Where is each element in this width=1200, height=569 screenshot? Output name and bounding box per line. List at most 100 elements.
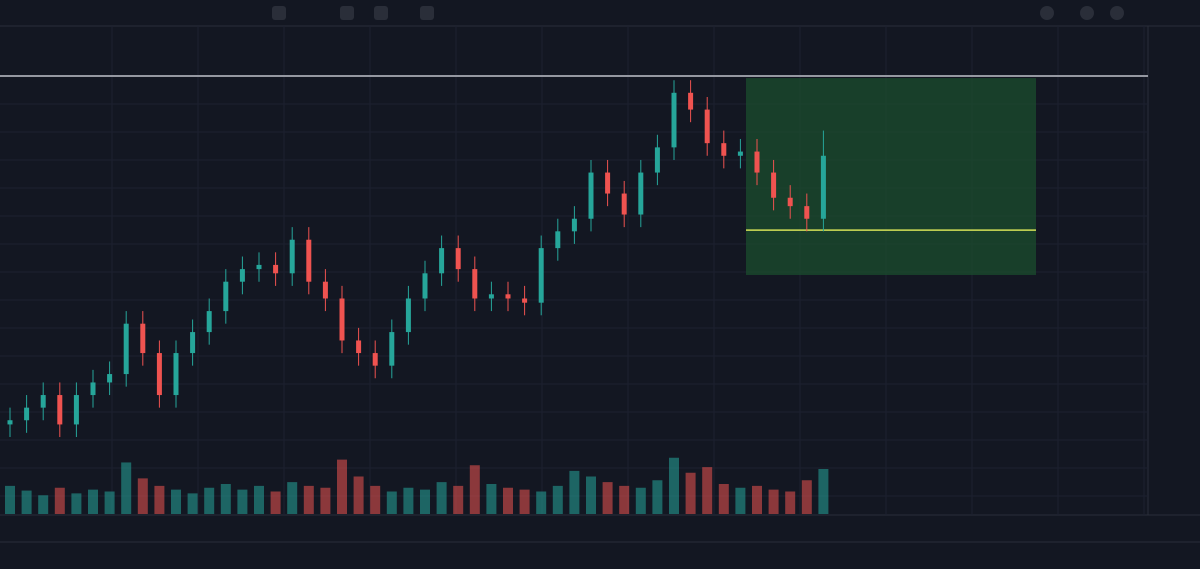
- candle-body: [671, 92, 677, 148]
- candle-body: [73, 395, 79, 425]
- volume-bar: [337, 459, 347, 514]
- volume-bar: [602, 482, 613, 514]
- candle-body: [173, 353, 179, 396]
- candle-body: [820, 155, 826, 219]
- volume-bar: [237, 489, 248, 514]
- candle-body: [223, 281, 229, 312]
- icon[interactable]: [1110, 6, 1124, 20]
- candle-body: [588, 172, 594, 219]
- candle-body: [90, 382, 96, 396]
- volume-bar: [5, 485, 15, 514]
- volume-bar: [586, 476, 596, 514]
- volume-bar: [469, 465, 480, 514]
- candle-body: [488, 294, 494, 299]
- candle-body: [638, 172, 644, 215]
- volume-bar: [702, 467, 713, 514]
- volume-bar: [403, 487, 414, 514]
- volume-bar: [818, 469, 829, 514]
- volume-bar: [386, 491, 397, 514]
- plot: [0, 75, 1148, 514]
- position-zone: [746, 78, 1036, 275]
- volume-bar: [121, 462, 132, 514]
- candle-body: [522, 298, 528, 303]
- volume-bar: [735, 487, 746, 514]
- volume-bar: [503, 487, 513, 514]
- volume-bar: [569, 470, 580, 514]
- volume-bar: [453, 485, 464, 514]
- candle-body: [156, 353, 162, 396]
- volume-bar: [270, 491, 281, 514]
- volume-bar: [320, 487, 331, 514]
- volume-bar: [171, 489, 181, 514]
- volume-bar: [71, 493, 82, 514]
- candle-body: [372, 353, 378, 366]
- volume-bar: [619, 485, 630, 514]
- candle-body: [555, 231, 561, 249]
- candle-body: [256, 264, 262, 270]
- candle-body: [688, 92, 694, 110]
- volume-bar: [287, 482, 298, 514]
- icon[interactable]: [272, 6, 286, 20]
- volume-bar: [187, 493, 198, 514]
- candle-body: [455, 248, 461, 270]
- volume-bar: [519, 489, 530, 514]
- candle-body: [621, 193, 627, 215]
- candle-body: [721, 143, 727, 156]
- volume-bar: [669, 457, 679, 514]
- candle-body: [273, 264, 279, 274]
- candle-body: [704, 109, 710, 144]
- icon[interactable]: [340, 6, 354, 20]
- candle-body: [472, 269, 478, 299]
- candle-body: [804, 206, 810, 219]
- candle-body: [605, 172, 611, 194]
- candle-body: [123, 323, 129, 375]
- toolbar-icons: [272, 6, 1124, 20]
- volume-bar: [552, 485, 563, 514]
- volume-bar: [785, 491, 796, 514]
- volume-bar: [54, 487, 65, 514]
- icon[interactable]: [374, 6, 388, 20]
- volume-bar: [635, 487, 646, 514]
- candle-body: [24, 407, 30, 421]
- volume-bar: [370, 485, 381, 514]
- icon[interactable]: [420, 6, 434, 20]
- candle-body: [538, 248, 544, 303]
- candle-body: [439, 248, 445, 274]
- candle-body: [322, 281, 328, 299]
- candle-body: [140, 323, 146, 354]
- candle-body: [107, 374, 113, 383]
- volume-bar: [436, 482, 447, 514]
- volume-bar: [104, 491, 115, 514]
- candle-body: [306, 239, 312, 282]
- volume-bar: [685, 472, 696, 514]
- candle-body: [737, 151, 743, 156]
- volume-bar: [38, 495, 49, 514]
- icon[interactable]: [1040, 6, 1054, 20]
- candle-body: [7, 420, 13, 425]
- volume-bar: [88, 489, 98, 514]
- volume-bar: [768, 489, 779, 514]
- volume-bar: [536, 491, 547, 514]
- volume-bar: [154, 485, 165, 514]
- volume-bar: [204, 487, 215, 514]
- volume-bar: [718, 484, 729, 514]
- top-toolbar: [0, 0, 1200, 26]
- volume-bar: [486, 484, 497, 514]
- volume-bar: [420, 489, 430, 514]
- volume-bar: [254, 485, 264, 514]
- volume-bar: [801, 480, 812, 514]
- icon[interactable]: [1080, 6, 1094, 20]
- candle-body: [190, 332, 196, 354]
- candle-body: [405, 298, 411, 333]
- candle-body: [206, 311, 212, 333]
- candle-body: [654, 147, 660, 173]
- candle-body: [339, 298, 345, 341]
- volume-bar: [752, 485, 762, 514]
- volume-bar: [303, 485, 314, 514]
- candle-body: [389, 332, 395, 366]
- volume-bar: [353, 476, 364, 514]
- candle-body: [289, 239, 295, 274]
- volume-bar: [652, 480, 663, 514]
- candle-body: [422, 273, 428, 299]
